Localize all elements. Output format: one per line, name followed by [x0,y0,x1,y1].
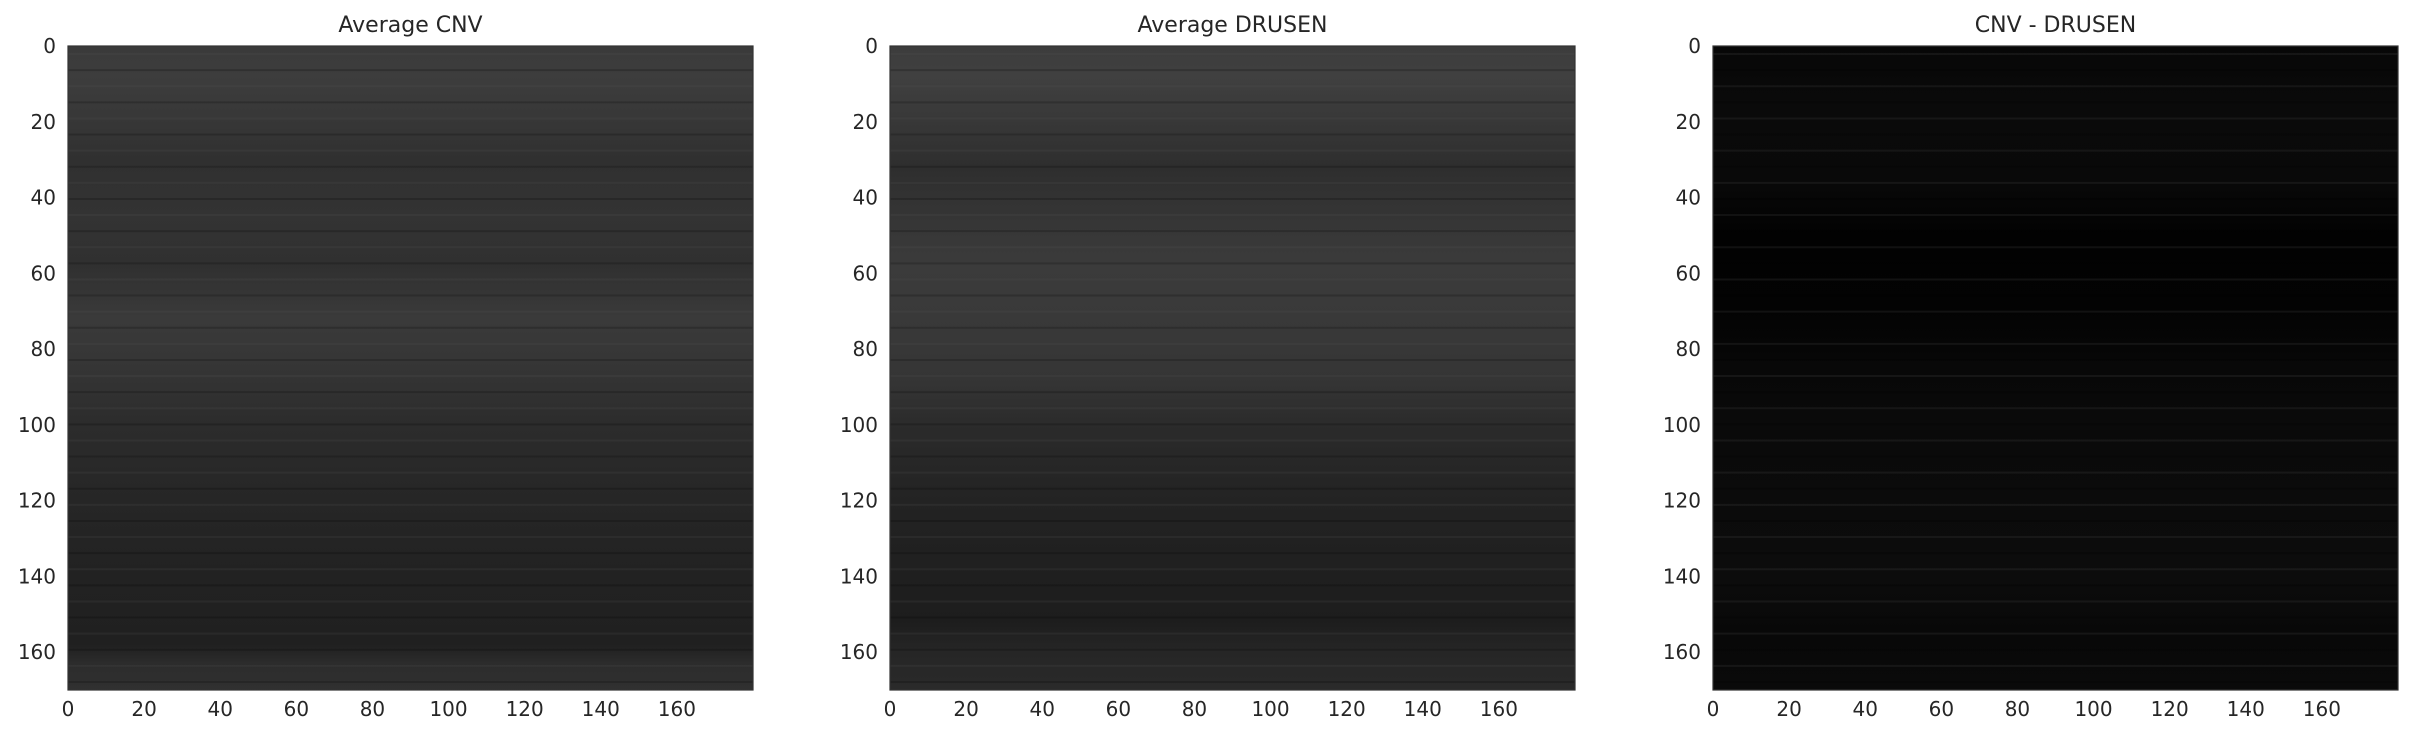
x-tick-label: 120 [2151,697,2189,721]
y-tick-label: 0 [43,34,56,58]
axes-frame [889,45,1576,691]
x-tick-label: 0 [884,697,897,721]
subplot-1: Average CNV 0 20 40 60 80 100 120 140 160 0 20 40 60 8… [18,13,754,721]
x-tick-label: 160 [658,697,696,721]
y-tick-label: 20 [31,110,56,134]
y-tick-label: 160 [840,640,878,664]
heatmap-image [68,46,753,690]
y-tick-label: 140 [18,564,56,588]
y-tick-label: 160 [18,640,56,664]
y-tick-label: 40 [31,186,56,210]
y-tick-label: 120 [1663,489,1701,513]
y-tick-label: 120 [840,489,878,513]
x-tick-label: 140 [582,697,620,721]
subplot-title: Average CNV [338,13,482,38]
x-tick-label: 140 [1404,697,1442,721]
y-tick-label: 140 [840,564,878,588]
y-tick-label: 140 [1663,564,1701,588]
heatmap-texture [890,53,1575,683]
y-tick-label: 60 [1676,261,1701,285]
x-tick-label: 60 [1929,697,1954,721]
y-tick-label: 60 [31,261,56,285]
x-tick-label: 80 [2005,697,2030,721]
x-tick-label: 160 [2303,697,2341,721]
y-tick-label: 80 [1676,337,1701,361]
y-tick-label: 20 [853,110,878,134]
y-tick-label: 40 [853,186,878,210]
subplot-3: CNV - DRUSEN 0 20 40 60 80 100 120 140 160 0 20 40 60… [1663,13,2399,721]
x-tick-label: 0 [1707,697,1720,721]
y-tick-label: 40 [1676,186,1701,210]
y-tick-label: 100 [1663,413,1701,437]
y-tick-label: 0 [1688,34,1701,58]
y-tick-label: 120 [18,489,56,513]
x-tick-label: 0 [62,697,75,721]
x-tick-label: 100 [429,697,467,721]
y-tick-label: 60 [853,261,878,285]
heatmap-image [890,46,1575,690]
y-tick-label: 160 [1663,640,1701,664]
heatmap-texture [1713,53,2398,683]
x-tick-label: 40 [1852,697,1877,721]
x-tick-label: 120 [506,697,544,721]
x-tick-label: 60 [1106,697,1131,721]
x-tick-label: 140 [2227,697,2265,721]
x-tick-label: 20 [953,697,978,721]
x-tick-label: 60 [284,697,309,721]
x-tick-label: 120 [1328,697,1366,721]
y-tick-label: 0 [865,34,878,58]
subplot-title: Average DRUSEN [1138,13,1328,38]
heatmap-texture [68,53,753,683]
y-tick-label: 100 [840,413,878,437]
subplot-title: CNV - DRUSEN [1975,13,2136,38]
axes-frame [67,45,754,691]
y-tick-label: 100 [18,413,56,437]
y-tick-label: 20 [1676,110,1701,134]
y-tick-label: 80 [31,337,56,361]
y-tick-label: 80 [853,337,878,361]
x-tick-label: 40 [1029,697,1054,721]
x-tick-label: 80 [360,697,385,721]
heatmap-image [1713,46,2398,690]
x-tick-label: 100 [2074,697,2112,721]
x-tick-label: 20 [131,697,156,721]
subplot-2: Average DRUSEN 0 20 40 60 80 100 120 140 160 0 20 40… [840,13,1576,721]
x-tick-label: 40 [207,697,232,721]
x-tick-label: 80 [1182,697,1207,721]
x-tick-label: 160 [1480,697,1518,721]
axes-frame [1712,45,2399,691]
x-tick-label: 100 [1251,697,1289,721]
x-tick-label: 20 [1776,697,1801,721]
